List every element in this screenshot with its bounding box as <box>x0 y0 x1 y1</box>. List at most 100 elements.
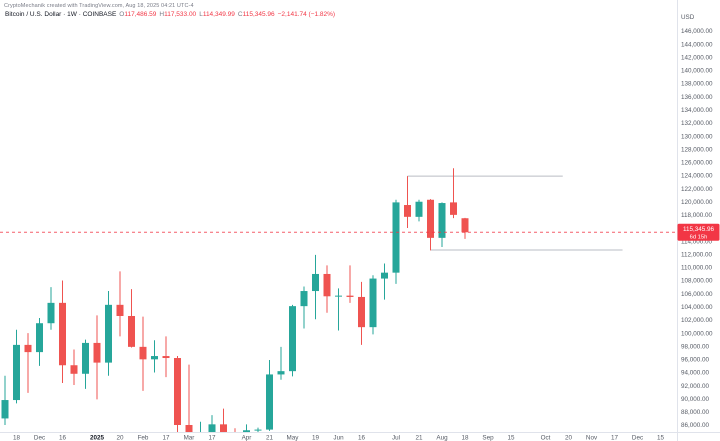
candlestick <box>358 281 365 345</box>
candlestick <box>461 217 469 239</box>
price-axis-tick: 92,000.00 <box>681 383 710 390</box>
time-axis-tick: Apr <box>242 435 252 441</box>
time-axis-tick: 16 <box>59 435 67 441</box>
candlestick <box>438 202 446 248</box>
candle-body <box>450 202 457 215</box>
price-axis-tick: 100,000.00 <box>681 330 713 337</box>
price-axis-tick: 122,000.00 <box>681 186 713 193</box>
price-axis-tick: 146,000.00 <box>681 28 713 35</box>
price-axis-tick: 120,000.00 <box>681 199 713 206</box>
candlestick <box>220 408 227 432</box>
price-axis[interactable]: USD 146,000.00 144,000.00 142,000.00 140,000… <box>681 14 713 429</box>
candlestick <box>105 291 112 376</box>
time-axis-tick: 21 <box>415 435 423 441</box>
candlestick <box>415 199 423 222</box>
time-axis[interactable]: 18 Dec 16 2025 20 Feb 17 Mar 17 Apr 21 May 19 Jun 16 Ju… <box>13 435 665 441</box>
candle-body <box>404 205 411 217</box>
candle-body <box>162 356 170 359</box>
time-axis-tick: 18 <box>13 435 21 441</box>
time-axis-tick: Sep <box>482 435 494 441</box>
candlestick <box>47 287 55 330</box>
candle-body <box>220 424 227 432</box>
time-axis-tick: May <box>287 435 300 441</box>
price-axis-tick: 140,000.00 <box>681 68 713 75</box>
candlestick <box>24 333 32 393</box>
candlestick <box>289 304 296 377</box>
high-label: H <box>159 11 165 18</box>
candle-body <box>243 430 250 432</box>
time-axis-tick: Nov <box>586 435 598 441</box>
close-label: C <box>237 11 243 18</box>
candle-body <box>335 295 342 297</box>
candle-body <box>116 304 124 316</box>
candlestick <box>1 375 9 425</box>
time-axis-tick: Mar <box>184 435 195 441</box>
candle-body <box>300 291 308 307</box>
candle-body <box>266 374 273 430</box>
price-axis-tick: 112,000.00 <box>681 251 713 258</box>
chart-watermark: CryptoMechanik created with TradingView.… <box>4 3 194 9</box>
candle-body <box>47 302 55 324</box>
user-drawings[interactable] <box>407 175 623 251</box>
candlestick <box>70 349 78 385</box>
candlestick <box>266 359 273 431</box>
candle-body <box>427 199 434 238</box>
symbol-legend[interactable]: Bitcoin / U.S. Dollar · 1W · COINBASE O11… <box>5 11 336 18</box>
candlestick <box>151 340 158 373</box>
candlestick <box>116 271 124 337</box>
price-axis-tick: 124,000.00 <box>681 173 713 180</box>
price-axis-tick: 128,000.00 <box>681 146 713 153</box>
candlestick <box>312 254 319 320</box>
high-value: 117,533.00 <box>164 11 197 18</box>
candlestick <box>162 336 170 378</box>
candlestick <box>200 421 201 432</box>
candle-body <box>208 424 216 432</box>
candle-body <box>358 296 365 328</box>
price-axis-tick: 126,000.00 <box>681 160 713 167</box>
candlestick <box>185 364 193 432</box>
open-label: O <box>119 11 125 18</box>
price-axis-currency: USD <box>681 14 695 21</box>
price-axis-tick: 118,000.00 <box>681 212 713 219</box>
time-axis-tick: 16 <box>358 435 366 441</box>
interval-label[interactable]: 1W <box>67 11 77 18</box>
candle-body <box>254 429 262 431</box>
symbol-name[interactable]: Bitcoin / U.S. Dollar <box>5 11 62 18</box>
price-axis-tick: 138,000.00 <box>681 81 713 88</box>
candles-layer <box>1 168 469 432</box>
candlestick <box>93 315 101 400</box>
bar-close-countdown: 6d 15h <box>690 234 708 240</box>
price-axis-tick: 108,000.00 <box>681 278 713 285</box>
time-axis-tick: Feb <box>138 435 149 441</box>
price-axis-tick: 106,000.00 <box>681 291 713 298</box>
time-axis-tick: 18 <box>461 435 469 441</box>
price-axis-tick: 136,000.00 <box>681 94 713 101</box>
price-axis-tick: 114,000.00 <box>681 238 713 245</box>
candlestick <box>243 424 250 432</box>
candlestick <box>277 346 285 380</box>
candle-body <box>346 295 354 297</box>
price-axis-tick: 144,000.00 <box>681 41 713 48</box>
time-axis-tick: 17 <box>611 435 619 441</box>
change-value: −2,141.74 (−1.82%) <box>277 11 336 18</box>
time-axis-tick: Oct <box>541 435 551 441</box>
time-axis-tick: 17 <box>162 435 170 441</box>
current-price-value: 115,345.96 <box>683 226 715 233</box>
candle-body <box>70 365 78 374</box>
price-axis-tick: 96,000.00 <box>681 357 710 364</box>
candle-body <box>24 344 32 353</box>
time-axis-tick: Jul <box>392 435 400 441</box>
candle-body <box>185 425 193 432</box>
close-value: 115,345.96 <box>242 11 275 18</box>
price-axis-tick: 134,000.00 <box>681 107 713 114</box>
candlestick <box>82 339 89 389</box>
exchange-label: COINBASE <box>82 11 117 18</box>
candle-body <box>13 344 20 401</box>
candle-body <box>93 342 101 363</box>
candlestick <box>234 428 236 432</box>
candlestick <box>404 176 411 228</box>
price-axis-tick: 130,000.00 <box>681 133 713 140</box>
price-axis-tick: 86,000.00 <box>681 422 710 429</box>
